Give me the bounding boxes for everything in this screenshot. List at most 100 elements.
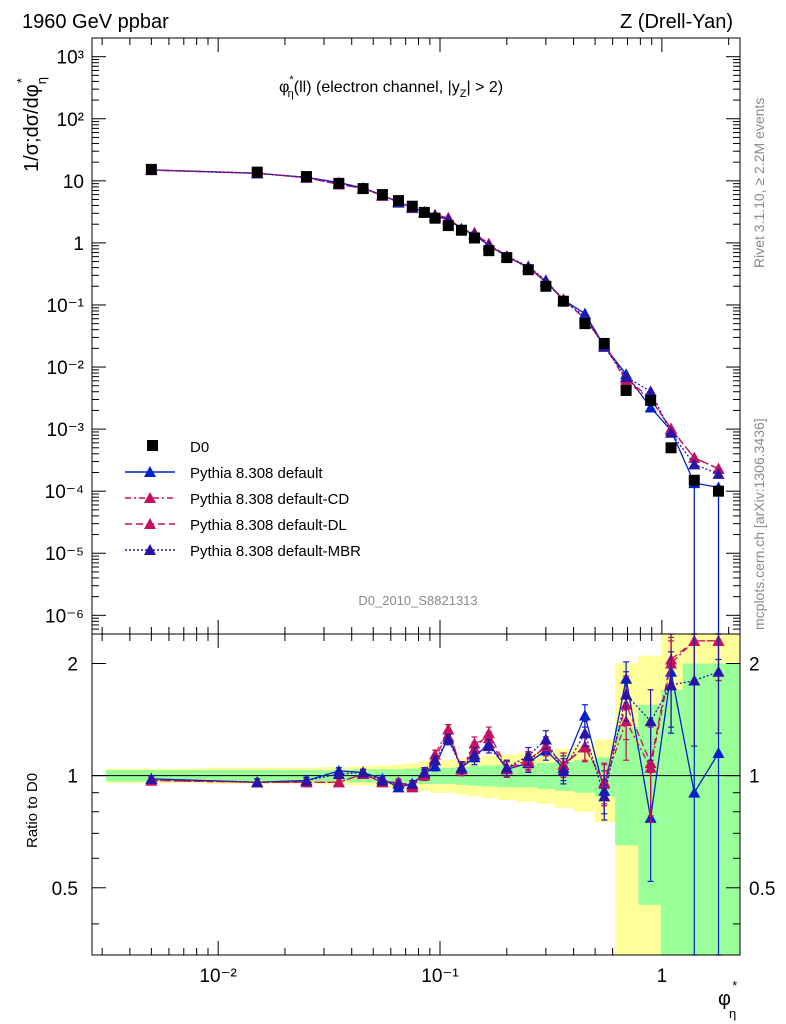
series-point-2 bbox=[688, 451, 701, 463]
legend: D0 Pythia 8.308 default Pythia 8.308 def… bbox=[125, 439, 361, 560]
data-point-d0 bbox=[468, 232, 480, 244]
data-point-d0 bbox=[713, 485, 724, 497]
series-point-3 bbox=[712, 467, 725, 479]
legend-cd-marker bbox=[144, 492, 156, 503]
y-tick-label: 10² bbox=[57, 110, 84, 131]
legend-mbr-label: Pythia 8.308 default-MBR bbox=[190, 543, 361, 560]
ratio-tick-label-right: 0.5 bbox=[749, 879, 775, 900]
legend-dl-label: Pythia 8.308 default-DL bbox=[190, 517, 347, 534]
ratio-point-3 bbox=[482, 740, 495, 752]
ratio-tick-label-left: 0.5 bbox=[52, 879, 78, 900]
data-point-d0 bbox=[483, 245, 495, 257]
data-point-d0 bbox=[456, 224, 468, 236]
y-tick-label: 10⁻⁵ bbox=[45, 544, 84, 565]
data-point-d0 bbox=[579, 318, 591, 330]
ratio-tick-label-right: 1 bbox=[749, 767, 760, 788]
y-tick-label: 10⁻¹ bbox=[47, 296, 85, 317]
x-axis-label: φ η* bbox=[718, 978, 737, 1021]
series-point-3 bbox=[665, 426, 678, 438]
ratio-frame bbox=[91, 633, 741, 956]
ratio-point-3 bbox=[539, 733, 552, 745]
legend-cd-label: Pythia 8.308 default-CD bbox=[190, 491, 349, 508]
header-left: 1960 GeV ppbar bbox=[22, 11, 169, 33]
ratio-point-2 bbox=[482, 727, 495, 739]
data-point-d0 bbox=[145, 163, 157, 175]
series-point-3 bbox=[688, 458, 701, 470]
ratio-point-0 bbox=[578, 709, 591, 721]
legend-dl-marker bbox=[144, 518, 156, 529]
ratio-point-3 bbox=[357, 766, 370, 778]
ratio-point-3 bbox=[644, 715, 657, 727]
ratio-point-3 bbox=[712, 665, 725, 677]
ratio-band-inner bbox=[615, 727, 639, 846]
data-point-d0 bbox=[557, 295, 569, 307]
data-point-d0 bbox=[300, 171, 312, 183]
ratio-point-3 bbox=[557, 764, 570, 776]
y-axis-label: 1/σ;dσ/dφη* bbox=[14, 77, 49, 172]
legend-default-marker bbox=[144, 466, 156, 477]
legend-default-label: Pythia 8.308 default bbox=[190, 465, 323, 482]
y-tick-label: 10⁻² bbox=[47, 358, 85, 379]
ratio-point-3 bbox=[300, 774, 313, 786]
data-point-d0 bbox=[357, 183, 369, 195]
data-point-d0 bbox=[522, 264, 534, 276]
data-point-d0 bbox=[540, 280, 552, 292]
ratio-point-3 bbox=[522, 749, 535, 761]
ratio-point-0 bbox=[429, 760, 442, 772]
plot-title: φ* η(ll) (electron channel, |yZ| > 2) bbox=[279, 74, 503, 100]
ratio-point-3 bbox=[251, 776, 264, 788]
data-point-d0 bbox=[620, 384, 632, 396]
analysis-id: D0_2010_S8821313 bbox=[358, 593, 477, 608]
ratio-band-inner bbox=[706, 663, 740, 955]
ratio-point-3 bbox=[455, 761, 468, 773]
ratio-point-2 bbox=[578, 741, 591, 753]
series-point-0 bbox=[644, 401, 657, 413]
data-point-d0 bbox=[442, 220, 454, 232]
ratio-point-2 bbox=[332, 776, 345, 788]
legend-mbr-marker bbox=[144, 544, 156, 555]
ratio-point-3 bbox=[620, 688, 633, 700]
data-point-d0 bbox=[251, 166, 263, 178]
data-point-d0 bbox=[645, 394, 657, 406]
ratio-point-3 bbox=[500, 761, 513, 773]
ratio-point-3 bbox=[145, 772, 158, 784]
series-point-3 bbox=[644, 385, 657, 397]
y-tick-label: 10³ bbox=[57, 48, 84, 69]
ratio-band-inner bbox=[660, 689, 683, 955]
y-tick-label: 10⁻³ bbox=[47, 420, 85, 441]
ratio-point-3 bbox=[406, 777, 419, 789]
ratio-band-inner bbox=[638, 704, 661, 905]
ratio-tick-label-left: 1 bbox=[67, 767, 78, 788]
ratio-y-label: Ratio to D0 bbox=[24, 773, 41, 848]
header-right: Z (Drell-Yan) bbox=[620, 11, 733, 33]
x-tick-label: 10⁻¹ bbox=[421, 966, 459, 987]
ratio-band-inner bbox=[537, 763, 555, 790]
data-point-d0 bbox=[665, 442, 677, 454]
ratio-point-3 bbox=[392, 777, 405, 789]
data-point-d0 bbox=[333, 177, 345, 189]
data-point-d0 bbox=[429, 212, 441, 224]
x-tick-label: 1 bbox=[657, 966, 668, 987]
ratio-band-inner bbox=[574, 760, 595, 793]
data-point-d0 bbox=[406, 200, 418, 212]
data-point-d0 bbox=[418, 206, 430, 218]
rivet-label: Rivet 3.1.10, ≥ 2.2M events bbox=[751, 98, 767, 268]
ratio-point-3 bbox=[442, 733, 455, 745]
ratio-point-3 bbox=[688, 674, 701, 686]
ratio-tick-label-right: 2 bbox=[749, 654, 760, 675]
ratio-panel: 10⁻² 10⁻¹ 1 2 2 1 1 0.5 0.5 bbox=[52, 633, 775, 987]
y-tick-label: 10⁻⁶ bbox=[45, 606, 84, 627]
data-point-d0 bbox=[393, 195, 405, 207]
data-point-d0 bbox=[376, 189, 388, 201]
ratio-point-3 bbox=[665, 679, 678, 691]
data-point-d0 bbox=[501, 252, 513, 264]
ratio-point-3 bbox=[429, 754, 442, 766]
series-point-3 bbox=[620, 370, 633, 382]
ratio-tick-label-left: 2 bbox=[67, 654, 78, 675]
ratio-point-3 bbox=[578, 727, 591, 739]
ratio-point-3 bbox=[418, 766, 431, 778]
ratio-point-3 bbox=[332, 768, 345, 780]
ratio-point-3 bbox=[468, 748, 481, 760]
y-tick-label: 1 bbox=[73, 234, 84, 255]
